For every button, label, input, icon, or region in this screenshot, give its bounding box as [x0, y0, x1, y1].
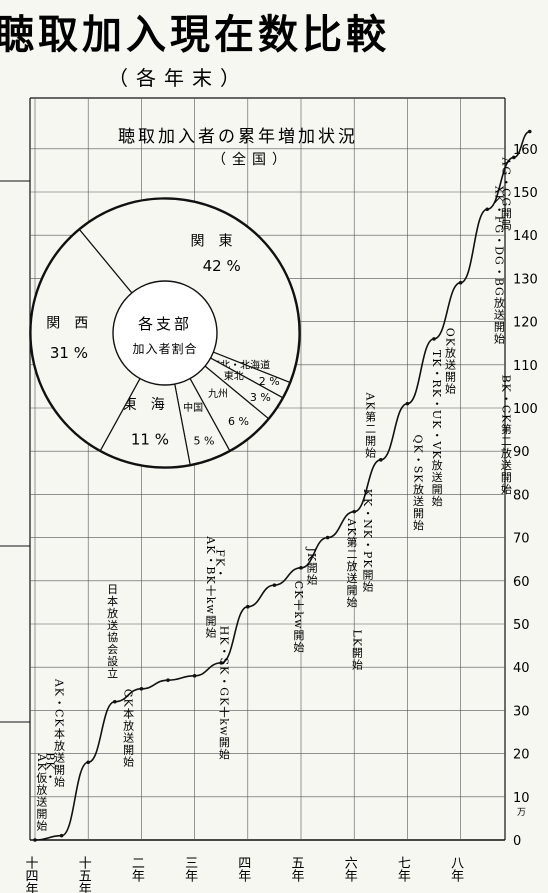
- x-tick-label: 四年: [235, 856, 251, 882]
- y-unit-label: 万: [517, 808, 526, 818]
- pie-slice-value: 31 %: [50, 344, 88, 362]
- y-tick-label: 0: [513, 834, 521, 849]
- pie-slice-name: 中国: [183, 401, 203, 414]
- annotation-label: CK十kw開始: [292, 581, 305, 654]
- pie-slice-value: 2 %: [259, 375, 280, 388]
- pie-center-label: 各支部: [138, 315, 192, 333]
- x-tick-label: 七年: [395, 856, 411, 882]
- x-tick-label: 八年: [448, 856, 464, 882]
- data-point: [458, 280, 463, 285]
- annotation-label: OK放送開始: [443, 328, 456, 395]
- data-point: [379, 458, 383, 462]
- y-tick-label: 20: [513, 748, 530, 763]
- data-point: [86, 760, 90, 765]
- annotation-label: AK・BK十kw開始: [204, 535, 217, 639]
- annotation-label: BK・CK第二放送開始: [499, 375, 512, 496]
- pie-slice-value: 5 %: [194, 434, 215, 447]
- annotation-label: AK第二放送開始: [345, 517, 358, 608]
- inset-subtitle: （全国）: [212, 151, 292, 168]
- inset-title: 聴取加入者の累年増加状況: [118, 127, 358, 147]
- annotation-label: AK・CK本放送開始: [52, 678, 65, 788]
- pie-slice: [30, 228, 166, 452]
- y-tick-label: 110: [513, 359, 538, 374]
- data-point: [59, 833, 64, 838]
- annotation-label: HK・SK・GK十kw開始: [217, 626, 230, 761]
- x-axis-ticks: 十四年三月 十五年 二年 三年 四年 五年 六年 七年 八年: [23, 856, 464, 893]
- data-point: [246, 604, 250, 609]
- pie-center-circle: [112, 280, 218, 386]
- data-point: [219, 661, 223, 665]
- data-point: [33, 838, 37, 842]
- y-tick-label: 70: [513, 532, 530, 547]
- pie-slice-name: 関西: [46, 316, 102, 332]
- data-point: [527, 129, 532, 134]
- x-tick-label: 五年: [289, 856, 305, 882]
- pie-slice-name: 東海: [123, 397, 179, 413]
- y-tick-label: 80: [513, 488, 530, 503]
- pie-center-label: 加入者割合: [132, 341, 197, 356]
- annotation-label: AK仮放送開始: [35, 753, 48, 832]
- data-point: [192, 674, 197, 678]
- data-point: [113, 699, 117, 704]
- data-point: [512, 155, 516, 160]
- y-tick-label: 90: [513, 445, 530, 460]
- annotation-label: AG・CG開局: [499, 156, 512, 231]
- x-tick-label: 二年: [129, 856, 145, 882]
- y-tick-label: 60: [513, 575, 530, 590]
- pie-slice-value: 42 %: [203, 257, 241, 275]
- x-tick-label: 十五年: [76, 856, 92, 893]
- annotation-label: TK・RK・UK・VK放送開始: [430, 350, 443, 508]
- data-point: [352, 509, 357, 514]
- pie-slice-name: 関東: [191, 233, 247, 249]
- plot-frame: [0, 97, 506, 841]
- page-title: 聴取加入現在数比較: [0, 11, 390, 58]
- annotation-label: KK・NK・PK開始: [361, 489, 374, 593]
- page-subtitle: （各年末）: [108, 66, 248, 90]
- y-tick-label: 50: [513, 618, 530, 633]
- data-point: [272, 583, 277, 587]
- pie-slice-value: 3 %: [250, 391, 271, 404]
- annotation-label: JK開始: [305, 546, 318, 586]
- y-tick-label: 150: [513, 186, 538, 201]
- y-tick-label: 140: [513, 229, 538, 244]
- data-point: [405, 401, 410, 406]
- pie-slice-value: 6 %: [228, 415, 249, 428]
- y-tick-label: 130: [513, 272, 538, 287]
- y-tick-label: 100: [513, 402, 538, 417]
- pie-slice-value: 11 %: [131, 430, 169, 448]
- y-tick-label: 10: [513, 791, 530, 806]
- growth-line-layer: [33, 129, 532, 842]
- annotation-label: XK・FG・DG・BG放送開始: [492, 186, 505, 345]
- y-tick-label: 30: [513, 704, 530, 719]
- x-tick-label: 三年: [182, 856, 198, 882]
- pie-slice-name: 九州: [208, 388, 228, 400]
- y-tick-label: 40: [513, 661, 530, 676]
- y-tick-label: 120: [513, 316, 538, 331]
- annotation-label: BK・: [43, 752, 56, 782]
- data-point: [325, 535, 330, 540]
- annotation-label: LK開始: [350, 630, 363, 672]
- data-point: [166, 678, 170, 682]
- y-axis-ticks: 0 10 20 30 40 50 60 70 80 90 100 110 120 130 140 150 160…: [513, 143, 538, 849]
- annotation-label: QK・SK放送開始: [412, 434, 425, 531]
- pie-slice-name: 東北: [224, 370, 244, 383]
- annotation-label: 日本放送協会設立: [106, 583, 119, 679]
- data-point: [485, 207, 490, 212]
- annotation-label: FK・: [214, 549, 227, 579]
- data-point: [139, 687, 144, 691]
- x-tick-label: 十四年三月: [23, 856, 39, 893]
- data-point: [432, 337, 436, 341]
- data-point: [299, 566, 303, 570]
- annotation-label: AK第二開始: [364, 392, 377, 459]
- x-tick-label: 六年: [342, 856, 358, 882]
- annotation-label: GK本放送開始: [122, 689, 135, 768]
- y-tick-label: 160: [513, 143, 538, 158]
